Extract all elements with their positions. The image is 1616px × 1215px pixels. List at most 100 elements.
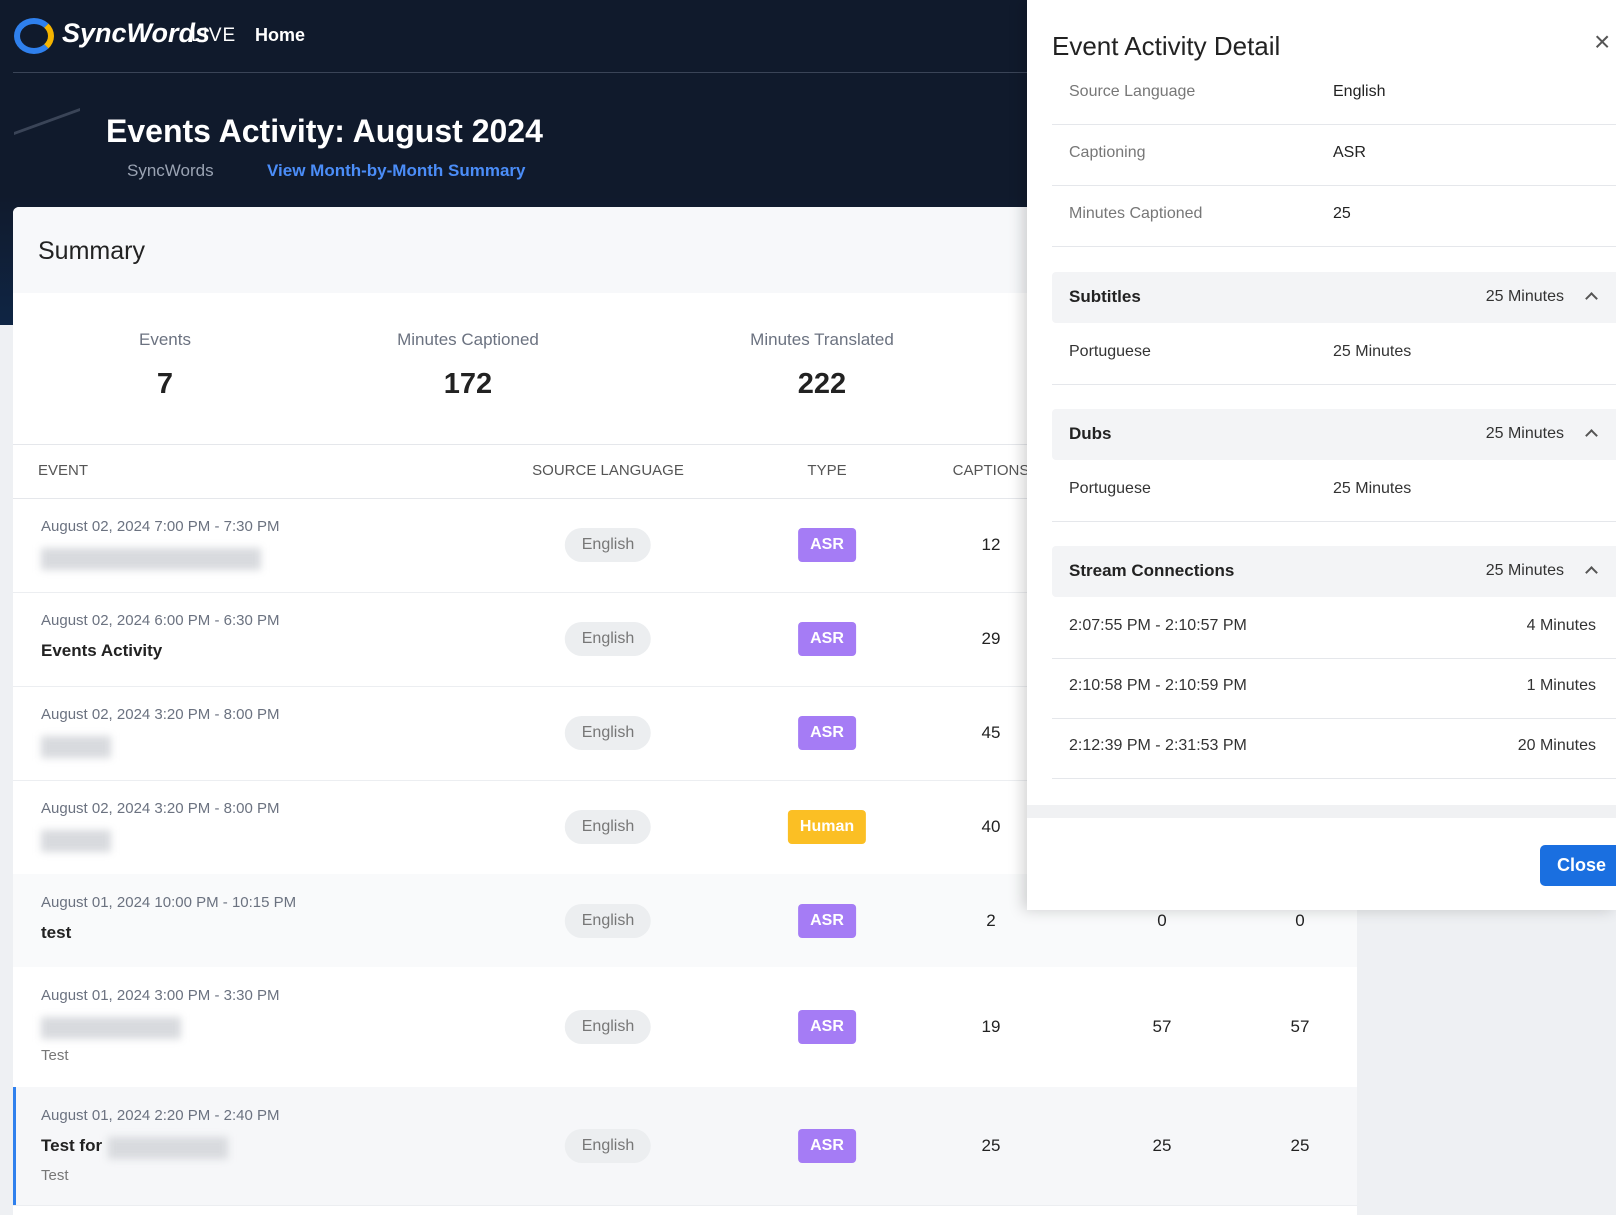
stat-value: 172	[443, 368, 493, 400]
row-line	[13, 1205, 1357, 1206]
type-badge: ASR	[798, 1010, 856, 1044]
stat-label: Events	[139, 330, 191, 349]
minutes: 0	[1157, 910, 1167, 930]
panel-title: Event Activity Detail	[1052, 31, 1281, 61]
type-badge: ASR	[798, 716, 856, 750]
close-button[interactable]: Close	[1540, 845, 1616, 886]
summary-link[interactable]: View Month-by-Month Summary	[267, 161, 526, 180]
item-line	[1052, 521, 1616, 522]
brand: SyncWords	[62, 18, 211, 48]
event-name: Events Activity	[41, 641, 163, 660]
item-value: 25 Minutes	[1333, 480, 1412, 497]
section-bar	[1052, 546, 1616, 597]
event-note: Test	[41, 1167, 69, 1184]
summary-title: Summary	[38, 237, 145, 265]
type-badge: ASR	[798, 903, 856, 938]
detail-value: ASR	[1333, 144, 1366, 161]
redacted	[41, 1017, 181, 1039]
captions: 19	[981, 1017, 1001, 1036]
stat-value: 7	[156, 368, 174, 400]
event-name: Test for	[41, 1136, 103, 1155]
item-value: 25 Minutes	[1333, 343, 1412, 360]
row-line	[13, 780, 1357, 781]
language-pill: English	[564, 716, 652, 750]
item-label: Portuguese	[1069, 480, 1151, 497]
minutes: 0	[1295, 910, 1305, 930]
section-total: 25 Minutes	[1485, 562, 1564, 579]
column-header: EVENT	[38, 462, 89, 479]
minutes: 25	[1290, 1136, 1310, 1155]
detail-label: Minutes Captioned	[1069, 205, 1203, 222]
section-title: Stream Connections	[1069, 561, 1235, 580]
nav-home[interactable]: Home	[255, 25, 306, 45]
column-header: SOURCE LANGUAGE	[532, 462, 684, 479]
type-badge: ASR	[798, 1129, 856, 1163]
divider	[13, 444, 1357, 445]
item-line	[1052, 384, 1616, 385]
panel-body: Source Language English Captioning ASR Minut…	[1027, 82, 1616, 805]
detail-value: English	[1333, 83, 1386, 100]
redacted	[41, 830, 111, 852]
detail-line	[1052, 246, 1616, 247]
language-pill: English	[564, 622, 652, 656]
captions: 25	[981, 1136, 1001, 1155]
row-line	[13, 592, 1357, 593]
detail-line	[1052, 124, 1616, 125]
type-badge: ASR	[798, 622, 856, 656]
column-header: TYPE	[807, 462, 847, 479]
captions: 29	[981, 629, 1001, 648]
stat-label: Minutes Translated	[750, 330, 894, 349]
row-bg	[13, 967, 1357, 1087]
captions: 40	[981, 817, 1001, 836]
item-label: 2:12:39 PM - 2:31:53 PM	[1069, 737, 1247, 754]
minutes: 57	[1290, 1017, 1310, 1036]
page-title: Events Activity: August 2024	[106, 113, 543, 149]
event-date: August 02, 2024 6:00 PM - 6:30 PM	[41, 612, 280, 629]
divider	[13, 498, 1357, 499]
scrollbar	[1027, 805, 1616, 818]
captions: 45	[981, 723, 1001, 742]
section-title: Subtitles	[1069, 287, 1141, 306]
captions: 12	[981, 535, 1001, 554]
captions: 2	[986, 910, 996, 930]
section-total: 25 Minutes	[1485, 425, 1564, 442]
item-value: 20 Minutes	[1517, 737, 1596, 754]
redacted	[41, 736, 111, 758]
item-value: 1 Minutes	[1526, 677, 1596, 694]
stat-label: Minutes Captioned	[397, 330, 539, 349]
event-date: August 02, 2024 3:20 PM - 8:00 PM	[41, 800, 280, 817]
item-label: Portuguese	[1069, 343, 1151, 360]
section-bar	[1052, 272, 1616, 323]
section-total: 25 Minutes	[1485, 288, 1564, 305]
brand-suffix: LIVE	[191, 25, 237, 46]
item-value: 4 Minutes	[1526, 617, 1596, 634]
logo	[14, 18, 54, 54]
language-pill: English	[564, 1129, 652, 1163]
item-label: 2:07:55 PM - 2:10:57 PM	[1069, 617, 1247, 634]
redacted	[41, 548, 261, 570]
panel-close-icon[interactable]: ×	[1594, 26, 1611, 57]
section-bar	[1052, 409, 1616, 460]
minutes: 57	[1152, 1017, 1172, 1036]
org: SyncWords	[127, 161, 214, 180]
language-pill: English	[564, 810, 652, 844]
detail-line	[1052, 185, 1616, 186]
detail-label: Source Language	[1069, 83, 1196, 100]
event-date: August 02, 2024 7:00 PM - 7:30 PM	[41, 518, 280, 535]
column-header: CAPTIONS	[952, 462, 1030, 479]
nav-line	[13, 72, 1033, 73]
detail-value: 25	[1333, 205, 1351, 222]
event-date: August 01, 2024 3:00 PM - 3:30 PM	[41, 987, 280, 1004]
row-bg	[13, 1087, 1357, 1205]
language-pill: English	[564, 528, 652, 562]
detail-label: Captioning	[1069, 144, 1146, 161]
event-date: August 01, 2024 10:00 PM - 10:15 PM	[41, 894, 297, 911]
event-date: August 01, 2024 2:20 PM - 2:40 PM	[41, 1107, 280, 1124]
item-line	[1052, 658, 1616, 659]
event-date: August 02, 2024 3:20 PM - 8:00 PM	[41, 706, 280, 723]
stat-value: 222	[797, 368, 847, 400]
row-line	[13, 686, 1357, 687]
item-line	[1052, 718, 1616, 719]
minutes: 25	[1152, 1136, 1172, 1155]
